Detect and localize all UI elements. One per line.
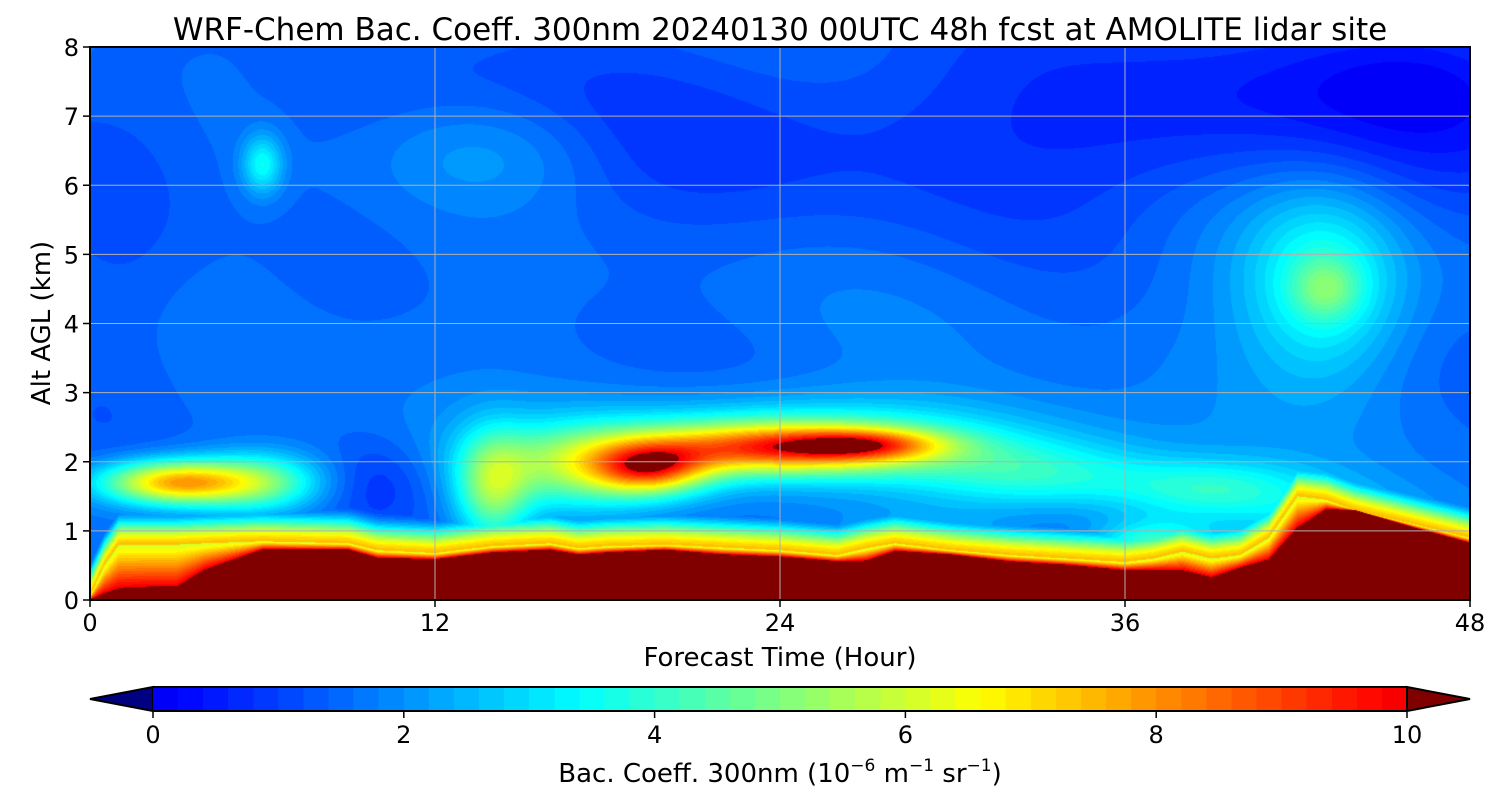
colorbar-label: Bac. Coeff. 300nm (10−6 m−1 sr−1): [558, 756, 1001, 789]
chart-title: WRF-Chem Bac. Coeff. 300nm 20240130 00UT…: [173, 12, 1387, 48]
y-tick-label: 2: [64, 449, 79, 477]
y-axis-label: Alt AGL (km): [27, 241, 57, 405]
colorbar-label-mid: m: [875, 759, 909, 789]
colorbar-min-extend: [89, 685, 154, 713]
y-tick-label: 7: [64, 103, 79, 131]
y-axis: 0 1 2 3 4 5 6 7 8: [64, 34, 90, 615]
y-tick-label: 4: [64, 311, 79, 339]
y-tick-label: 0: [64, 587, 79, 615]
colorbar-tick-label: 6: [898, 721, 913, 749]
x-axis-label: Forecast Time (Hour): [643, 643, 916, 673]
colorbar-tick-label: 2: [396, 721, 411, 749]
y-tick-label: 3: [64, 380, 79, 408]
colorbar-label-mid2: sr: [934, 759, 967, 789]
colorbar-tick-label: 0: [145, 721, 160, 749]
colorbar-label-exp2: −1: [909, 756, 934, 776]
y-tick-label: 6: [64, 172, 79, 200]
y-tick-label: 8: [64, 34, 79, 62]
y-tick-label: 5: [64, 241, 79, 269]
x-tick-label: 24: [765, 609, 796, 637]
colorbar-label-exp3: −1: [967, 756, 992, 776]
plot-area: [89, 46, 1471, 601]
colorbar-label-main: Bac. Coeff. 300nm (10: [558, 759, 850, 789]
colorbar-label-exp1: −6: [850, 756, 875, 776]
x-tick-label: 12: [420, 609, 451, 637]
colorbar-label-end: ): [992, 759, 1002, 789]
x-tick-label: 48: [1455, 609, 1486, 637]
x-tick-label: 36: [1110, 609, 1141, 637]
colorbar-tick-label: 8: [1149, 721, 1164, 749]
colorbar-max-extend: [1406, 685, 1471, 713]
x-tick-label: 0: [82, 609, 97, 637]
colorbar: 0 2 4 6 8 10 Bac. Coeff. 300nm (10−6 m−1 sr−1…: [89, 685, 1471, 789]
x-axis: 0 12 24 36 48: [82, 600, 1485, 637]
colorbar-tick-label: 4: [647, 721, 662, 749]
grid-lines: [90, 47, 1470, 600]
colorbar-ticks: 0 2 4 6 8 10: [145, 711, 1422, 749]
y-tick-label: 1: [64, 518, 79, 546]
colorbar-bar: [153, 687, 1407, 711]
colorbar-tick-label: 10: [1392, 721, 1423, 749]
